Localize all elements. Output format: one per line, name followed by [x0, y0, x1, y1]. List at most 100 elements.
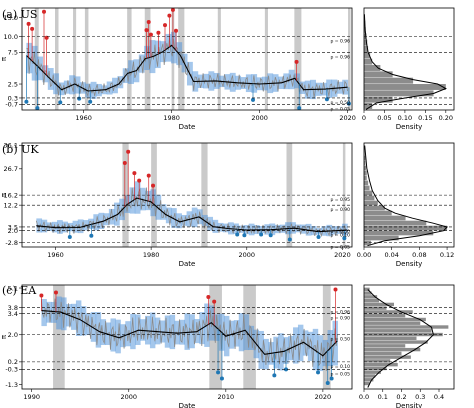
- outlier-low-point-1: [219, 376, 224, 381]
- x-tick-label-1: 2000: [120, 393, 137, 401]
- outlier-high-point-4: [144, 28, 149, 33]
- x-tick-label-0: 1960: [47, 251, 64, 259]
- recession-4: [127, 8, 132, 110]
- outlier-low-point-5: [268, 233, 273, 238]
- x-axis-label: Date: [179, 123, 196, 131]
- hist-bar-12: [364, 336, 417, 340]
- trend-line: [41, 310, 338, 357]
- hist-bar-1: [364, 96, 393, 103]
- hist-bar-17: [364, 317, 426, 322]
- x-tick-label-2: 2000: [251, 114, 268, 122]
- hist-bar-7: [364, 205, 385, 211]
- outlier-high-point-10: [170, 8, 175, 12]
- hist-bar-4: [364, 77, 414, 84]
- hist-bar-5: [364, 71, 393, 78]
- hist-bar-7: [364, 58, 373, 65]
- quantile-label-2: p = 0.50: [330, 337, 350, 343]
- hist-bar-7: [364, 355, 411, 359]
- outlier-low-point-1: [89, 233, 94, 238]
- band-block-54: [307, 331, 314, 361]
- quantile-label-3: p = 0.05: [330, 106, 350, 112]
- band-block-5: [62, 221, 68, 233]
- band-block-18: [130, 313, 136, 350]
- density-x-axis-label: Density: [396, 402, 423, 408]
- x-tick-label-0: 1960: [75, 114, 92, 122]
- outlier-high-point-1: [30, 26, 35, 31]
- outlier-high-point-2: [206, 295, 211, 300]
- y-tick-label-3: 12.2: [4, 201, 18, 209]
- band-block-3: [56, 296, 62, 330]
- plot-frame: [21, 7, 353, 111]
- quantile-label-0: p = 0.96: [330, 39, 350, 45]
- panel-uk: p = 0.95 p = 0.90 p = 0.50p = 0.10 p = 0.05…: [0, 142, 455, 268]
- band-block-24: [159, 320, 166, 343]
- outlier-high-point-4: [333, 287, 338, 292]
- quantile-label-2: p = 0.50: [330, 100, 350, 106]
- outlier-low-point-4: [259, 232, 264, 237]
- y-tick-label-1: 0.3: [8, 94, 18, 102]
- outlier-high-point-11: [174, 28, 178, 33]
- hist-bar-15: [364, 325, 449, 329]
- outlier-low-point-1: [35, 106, 40, 110]
- hist-bar-15: [364, 165, 367, 171]
- outlier-high-point-5: [151, 183, 156, 188]
- outlier-high-point-7: [156, 30, 161, 35]
- outlier-high-point-1: [126, 149, 131, 154]
- hist-bar-16: [364, 160, 366, 166]
- quantile-label-4: p = 0.05: [330, 245, 350, 251]
- outlier-low-point-8: [342, 236, 347, 241]
- recession-0: [122, 143, 129, 247]
- density-x-tick-label-3: 0.12: [440, 251, 454, 259]
- quantile-label-1: p = 0.96: [330, 54, 350, 60]
- plot-area: [39, 285, 338, 389]
- hist-bar-8: [364, 200, 378, 206]
- hist-bar-11: [364, 340, 428, 344]
- recession-10: [294, 8, 302, 110]
- recession-2: [73, 8, 77, 110]
- y-tick-label-5: 26.7: [4, 165, 18, 173]
- y-tick-label-4: 16.2: [4, 191, 18, 199]
- raw-series-line: [41, 298, 338, 372]
- band-block-8: [80, 306, 87, 336]
- outlier-low-point-0: [216, 370, 221, 375]
- outlier-low-point-2: [272, 373, 277, 378]
- outlier-high-point-4: [146, 173, 151, 178]
- band-block-23: [155, 194, 162, 220]
- x-tick-label-3: 2020: [339, 114, 356, 122]
- outlier-low-point-0: [24, 99, 29, 104]
- band-block-53: [302, 330, 309, 356]
- y-tick-label-2: 3.5: [8, 223, 18, 231]
- hist-bar-2: [364, 230, 434, 236]
- band-block-7: [75, 300, 82, 336]
- quantile-label-1: p = 0.90: [330, 316, 350, 322]
- density-curve: [363, 14, 447, 110]
- density-x-tick-label-2: 0.08: [412, 251, 426, 259]
- outlier-low-point-6: [287, 237, 292, 242]
- hist-bar-9: [364, 195, 375, 201]
- band-block-10: [88, 218, 94, 230]
- y-tick-label-1: 2.0: [8, 227, 18, 235]
- y-tick-label-6: 5.1: [8, 284, 18, 292]
- density-panel: 0 0.05 0.10 0.15 0.20 Density: [362, 7, 455, 131]
- raw-series-line: [26, 37, 348, 98]
- outlier-high-point-2: [42, 9, 46, 14]
- hist-bar-6: [364, 65, 381, 71]
- recession-3: [84, 8, 89, 110]
- x-axis-label: Date: [179, 402, 196, 408]
- hist-bar-10: [364, 190, 373, 196]
- density-frame: [363, 284, 455, 390]
- hist-bar-5: [364, 363, 398, 367]
- hist-bar-3: [364, 370, 381, 374]
- hist-bar-8: [364, 351, 402, 356]
- band-block-22: [149, 312, 156, 349]
- outlier-low-point-5: [251, 97, 255, 102]
- density-curve: [364, 145, 449, 247]
- density-frame: [363, 142, 455, 248]
- raw-series-line: [35, 187, 348, 238]
- hist-bar-20: [364, 306, 387, 310]
- y-tick-label-5: 3.8: [8, 304, 18, 312]
- outlier-high-point-6: [148, 32, 153, 37]
- y-axis-label: π: [0, 56, 8, 61]
- hist-bar-13: [364, 332, 443, 337]
